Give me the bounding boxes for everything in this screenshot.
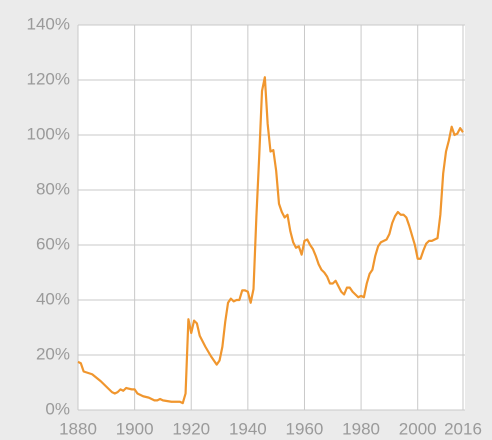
x-tick-label: 1900	[116, 419, 154, 438]
y-tick-label: 0%	[45, 399, 70, 418]
y-tick-label: 40%	[36, 289, 70, 308]
x-tick-label: 1960	[286, 419, 324, 438]
y-tick-label: 80%	[36, 179, 70, 198]
plot-area	[78, 25, 465, 410]
data-line	[77, 76, 464, 405]
y-tick-label: 60%	[36, 234, 70, 253]
x-tick-label: 2000	[399, 419, 437, 438]
x-tick-label: 1920	[172, 419, 210, 438]
x-tick-label: 1980	[342, 419, 380, 438]
y-tick-label: 140%	[27, 14, 70, 33]
y-tick-label: 20%	[36, 344, 70, 363]
x-tick-label: 1880	[59, 419, 97, 438]
x-tick-label: 2016	[444, 419, 482, 438]
y-tick-label: 120%	[27, 69, 70, 88]
x-tick-label: 1940	[229, 419, 267, 438]
y-tick-label: 100%	[27, 124, 70, 143]
